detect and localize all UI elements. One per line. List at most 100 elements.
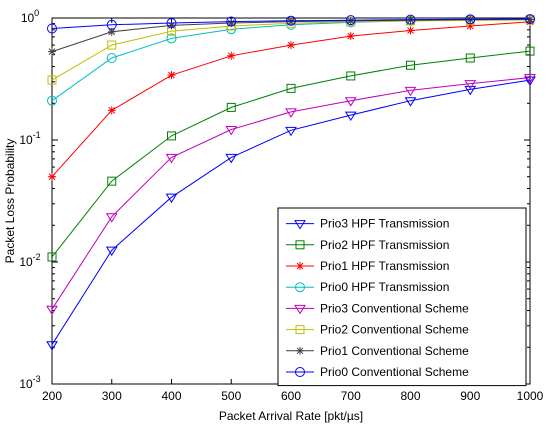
data-point bbox=[344, 97, 357, 107]
data-point bbox=[404, 86, 417, 97]
data-point bbox=[465, 14, 476, 25]
legend-marker bbox=[295, 240, 305, 250]
legend-label: Prio3 Conventional Scheme bbox=[320, 301, 469, 315]
data-point bbox=[166, 17, 177, 28]
data-point bbox=[165, 193, 178, 204]
data-point bbox=[225, 153, 238, 164]
data-point bbox=[406, 16, 415, 25]
data-point bbox=[47, 95, 57, 106]
legend-entry: Prio0 HPF Transmission bbox=[286, 280, 449, 294]
x-tick-label: 600 bbox=[281, 389, 301, 403]
data-point bbox=[285, 108, 297, 118]
x-tick-label: 200 bbox=[42, 389, 62, 403]
data-point bbox=[226, 102, 236, 112]
legend-label: Prio0 HPF Transmission bbox=[320, 280, 449, 294]
data-point bbox=[345, 15, 356, 26]
legend-marker bbox=[295, 367, 305, 377]
legend-entry: Prio1 Conventional Scheme bbox=[286, 344, 469, 358]
data-point bbox=[48, 47, 56, 56]
data-point bbox=[167, 21, 176, 30]
data-point bbox=[406, 60, 415, 70]
legend-marker bbox=[294, 304, 306, 315]
y-tick-label: 10-1 bbox=[19, 130, 40, 147]
data-point bbox=[524, 76, 536, 86]
series-line bbox=[51, 79, 531, 345]
legend-marker bbox=[294, 220, 306, 230]
data-point bbox=[107, 176, 117, 186]
data-point bbox=[344, 111, 357, 122]
data-point bbox=[524, 74, 536, 84]
data-point bbox=[346, 32, 355, 41]
x-tick-label: 1000 bbox=[517, 389, 544, 403]
data-point bbox=[47, 23, 57, 34]
series-line bbox=[51, 77, 531, 310]
x-tick-label: 400 bbox=[161, 389, 181, 403]
series-2 bbox=[48, 17, 534, 181]
data-point bbox=[167, 131, 176, 141]
legend-marker bbox=[296, 262, 304, 270]
data-point bbox=[107, 106, 116, 115]
data-point bbox=[165, 153, 178, 164]
data-point bbox=[525, 14, 535, 25]
data-point bbox=[287, 41, 295, 50]
data-point bbox=[286, 15, 296, 26]
x-tick-label: 900 bbox=[460, 389, 480, 403]
data-point bbox=[346, 71, 356, 81]
legend-entry: Prio1 HPF Transmission bbox=[286, 259, 449, 273]
series-4 bbox=[46, 74, 536, 316]
data-point bbox=[227, 18, 236, 27]
data-point bbox=[405, 14, 416, 25]
data-point bbox=[46, 305, 58, 316]
legend-entry: Prio2 HPF Transmission bbox=[286, 238, 449, 252]
y-tick-label: 10-2 bbox=[19, 252, 40, 269]
legend-label: Prio1 HPF Transmission bbox=[320, 259, 449, 273]
data-point bbox=[286, 83, 296, 93]
legend-box bbox=[277, 207, 527, 387]
data-point bbox=[404, 97, 417, 107]
data-point bbox=[106, 53, 117, 64]
data-point bbox=[166, 33, 177, 44]
data-point bbox=[106, 19, 117, 30]
data-point bbox=[48, 172, 56, 181]
legend-entry: Prio3 Conventional Scheme bbox=[286, 301, 469, 315]
legend-label: Prio3 HPF Transmission bbox=[320, 217, 449, 231]
series-0 bbox=[46, 76, 536, 351]
legend-label: Prio1 Conventional Scheme bbox=[320, 344, 469, 358]
data-point bbox=[227, 51, 236, 60]
legend-entry: Prio2 Conventional Scheme bbox=[286, 323, 469, 337]
data-point bbox=[46, 341, 58, 351]
data-point bbox=[105, 213, 118, 223]
y-tick-label: 10-3 bbox=[19, 374, 40, 391]
data-point bbox=[285, 126, 297, 137]
x-tick-label: 500 bbox=[221, 389, 241, 403]
data-point bbox=[465, 53, 475, 63]
data-point bbox=[225, 125, 238, 136]
x-tick-label: 700 bbox=[341, 389, 361, 403]
x-tick-label: 300 bbox=[102, 389, 122, 403]
legend: Prio3 HPF Transmission Prio2 HPF Transmis… bbox=[277, 207, 527, 387]
series-7 bbox=[47, 14, 535, 34]
data-point bbox=[47, 75, 57, 85]
data-point bbox=[105, 246, 118, 257]
series-line bbox=[51, 50, 531, 258]
x-tick-label: 800 bbox=[400, 389, 420, 403]
legend-entry: Prio0 Conventional Scheme bbox=[286, 365, 469, 379]
x-axis-label: Packet Arrival Rate [pkt/µs] bbox=[219, 409, 363, 423]
y-tick-label: 100 bbox=[21, 8, 39, 25]
series-line bbox=[51, 18, 531, 29]
legend-entry: Prio3 HPF Transmission bbox=[286, 217, 449, 231]
data-point bbox=[167, 71, 176, 80]
data-point bbox=[287, 17, 295, 26]
y-axis-label: Packet Loss Probability bbox=[3, 139, 17, 264]
series-layer bbox=[46, 14, 536, 351]
legend-marker bbox=[295, 325, 305, 335]
series-1 bbox=[47, 46, 535, 262]
legend-label: Prio0 Conventional Scheme bbox=[320, 365, 469, 379]
legend-marker bbox=[296, 346, 304, 355]
legend-label: Prio2 HPF Transmission bbox=[320, 238, 449, 252]
data-point bbox=[107, 27, 116, 36]
data-point bbox=[406, 26, 415, 35]
data-point bbox=[107, 40, 117, 50]
data-point bbox=[464, 80, 477, 90]
